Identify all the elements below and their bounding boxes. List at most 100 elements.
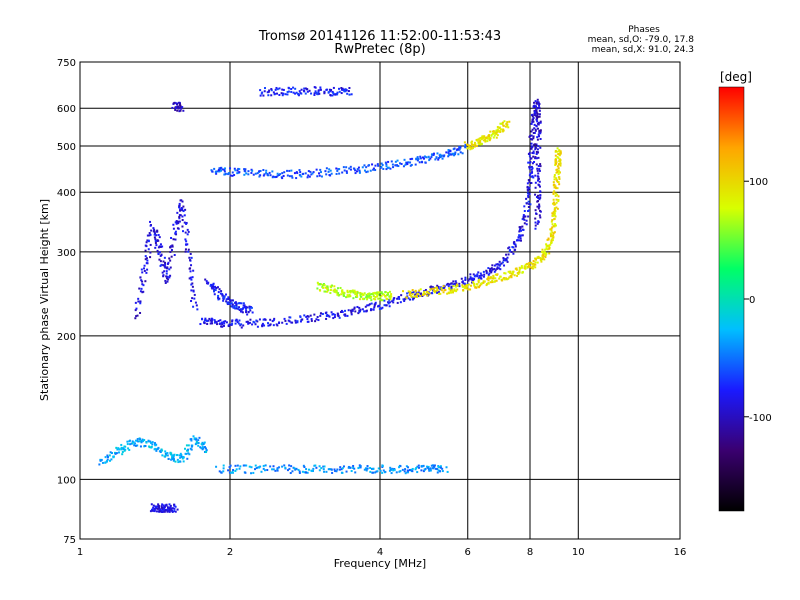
echo-point <box>233 167 236 170</box>
echo-point <box>532 150 535 153</box>
echo-point <box>251 323 254 326</box>
echo-point <box>461 284 464 287</box>
echo-point <box>359 291 362 294</box>
echo-point <box>211 322 214 325</box>
echo-point <box>320 283 323 286</box>
echo-point <box>128 448 131 451</box>
echo-point <box>104 456 107 459</box>
echo-point <box>464 284 467 287</box>
echo-point <box>554 164 557 167</box>
echo-point <box>465 285 468 288</box>
echo-point <box>505 125 508 128</box>
echo-point <box>531 128 534 131</box>
echo-point <box>554 160 557 163</box>
echo-point <box>99 458 102 461</box>
echo-point <box>436 152 439 155</box>
echo-point <box>421 161 424 164</box>
echo-point <box>371 467 374 470</box>
echo-point <box>157 446 160 449</box>
echo-point <box>550 241 553 244</box>
echo-point <box>160 509 163 512</box>
echo-point <box>349 290 352 293</box>
echo-point <box>150 441 153 444</box>
echo-point <box>158 251 161 254</box>
echo-point <box>333 313 336 316</box>
echo-point <box>374 302 377 305</box>
echo-point <box>316 281 319 284</box>
echo-point <box>389 466 392 469</box>
echo-point <box>542 251 545 254</box>
echo-point <box>556 165 559 168</box>
echo-point <box>392 469 395 472</box>
echo-point <box>225 321 228 324</box>
echo-point <box>535 152 538 155</box>
echo-point <box>136 314 139 317</box>
echo-point <box>491 268 494 271</box>
echo-point <box>440 155 443 158</box>
echo-point <box>504 272 507 275</box>
echo-point <box>231 303 234 306</box>
echo-point <box>529 172 532 175</box>
echo-point <box>312 467 315 470</box>
echo-point <box>168 509 171 512</box>
echo-point <box>141 438 144 441</box>
echo-point <box>159 260 162 263</box>
y-tick-label: 400 <box>57 188 76 199</box>
echo-point <box>559 150 562 153</box>
echo-point <box>419 294 422 297</box>
echo-point <box>499 122 502 125</box>
echo-point <box>520 234 523 237</box>
echo-point <box>535 143 538 146</box>
echo-point <box>271 468 274 471</box>
echo-point <box>533 127 536 130</box>
echo-point <box>140 268 143 271</box>
echo-point <box>539 120 542 123</box>
echo-point <box>369 466 372 469</box>
echo-point <box>427 468 430 471</box>
echo-point <box>452 291 455 294</box>
echo-point <box>551 212 554 215</box>
echo-point <box>145 257 148 260</box>
echo-point <box>515 267 518 270</box>
echo-point <box>551 223 554 226</box>
echo-point <box>329 94 332 97</box>
echo-point <box>163 256 166 259</box>
echo-point <box>310 319 313 322</box>
echo-point <box>170 453 173 456</box>
echo-point <box>431 286 434 289</box>
echo-point <box>466 282 469 285</box>
echo-point <box>437 157 440 160</box>
echo-point <box>181 207 184 210</box>
echo-point <box>530 130 533 133</box>
echo-point <box>361 297 364 300</box>
echo-point <box>552 198 555 201</box>
echo-point <box>179 208 182 211</box>
echo-point <box>114 452 117 455</box>
echo-point <box>310 318 313 321</box>
echo-point <box>227 469 230 472</box>
echo-point <box>182 460 185 463</box>
echo-point <box>464 285 467 288</box>
echo-point <box>231 171 234 174</box>
echo-point <box>149 233 152 236</box>
echo-point <box>552 236 555 239</box>
echo-point <box>380 299 383 302</box>
echo-point <box>446 470 449 473</box>
echo-point <box>259 89 262 92</box>
echo-point <box>494 277 497 280</box>
echo-point <box>180 199 183 202</box>
echo-point <box>221 323 224 326</box>
echo-point <box>525 202 528 205</box>
echo-point <box>531 151 534 154</box>
echo-point <box>126 443 129 446</box>
echo-point <box>357 467 360 470</box>
echo-point <box>398 470 401 473</box>
echo-point <box>352 297 355 300</box>
echo-point <box>538 169 541 172</box>
echo-point <box>434 158 437 161</box>
echo-point <box>115 452 118 455</box>
echo-point <box>240 310 243 313</box>
echo-point <box>319 86 322 89</box>
y-axis-label: Stationary phase Virtual Height [km] <box>38 199 51 401</box>
echo-point <box>456 288 459 291</box>
